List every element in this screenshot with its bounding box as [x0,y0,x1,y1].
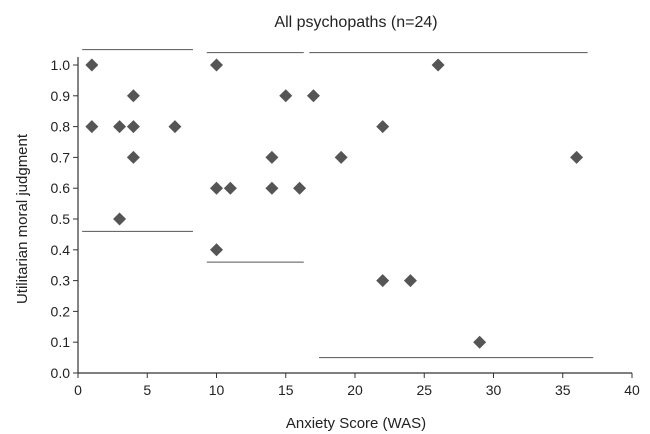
data-point [126,120,140,134]
y-tick-label: 0.0 [51,365,71,381]
data-point [210,58,223,72]
chart-title: All psychopaths (n=24) [274,14,437,31]
y-tick-label: 0.3 [51,273,71,289]
x-tick-label: 40 [624,382,640,398]
y-tick-label: 0.7 [51,149,71,165]
data-point [279,89,293,103]
x-tick-label: 20 [347,382,363,398]
data-point [293,181,307,195]
x-tick-label: 30 [486,382,502,398]
y-tick-label: 0.2 [51,303,71,319]
x-tick-label: 25 [416,382,432,398]
y-tick-label: 0.9 [51,88,71,104]
data-point [85,58,99,72]
y-axis-title: Utilitarian moral judgment [14,133,31,304]
y-tick-label: 0.1 [51,334,71,350]
y-tick-label: 0.5 [51,211,71,227]
data-point [223,181,237,195]
plot-area: 0 5 10 15 20 25 30 35 40 0.0 0.1 0.2 0.3 0.4 0.5 0.6 0.7… [51,49,640,398]
data-point [265,181,279,195]
data-point [334,150,348,164]
data-point [210,181,223,195]
x-tick-label: 5 [143,382,151,398]
data-point [113,212,127,226]
data-point [126,150,140,164]
x-axis-title: Anxiety Score (WAS) [286,415,426,432]
data-point [403,274,417,288]
y-tick-label: 1.0 [51,57,71,73]
data-point [126,89,140,103]
x-tick-label: 10 [209,382,225,398]
data-point [85,120,99,134]
data-point [431,58,445,72]
y-tick-label: 0.8 [51,119,71,135]
x-tick-label: 0 [74,382,82,398]
data-point [168,120,182,134]
y-tick-label: 0.4 [51,242,71,258]
data-point [376,120,390,134]
data-point [473,335,487,349]
data-point [306,89,320,103]
data-point [113,120,127,134]
data-point [376,274,390,288]
data-point [210,243,223,257]
x-tick-label: 35 [555,382,571,398]
data-point [570,150,584,164]
y-tick-label: 0.6 [51,180,71,196]
x-tick-label: 15 [278,382,294,398]
data-point [265,150,279,164]
